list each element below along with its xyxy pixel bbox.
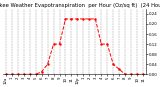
Title: Milwaukee Weather Evapotranspiration  per Hour (Oz/sq ft)  (24 Hours): Milwaukee Weather Evapotranspiration per… xyxy=(0,3,160,8)
